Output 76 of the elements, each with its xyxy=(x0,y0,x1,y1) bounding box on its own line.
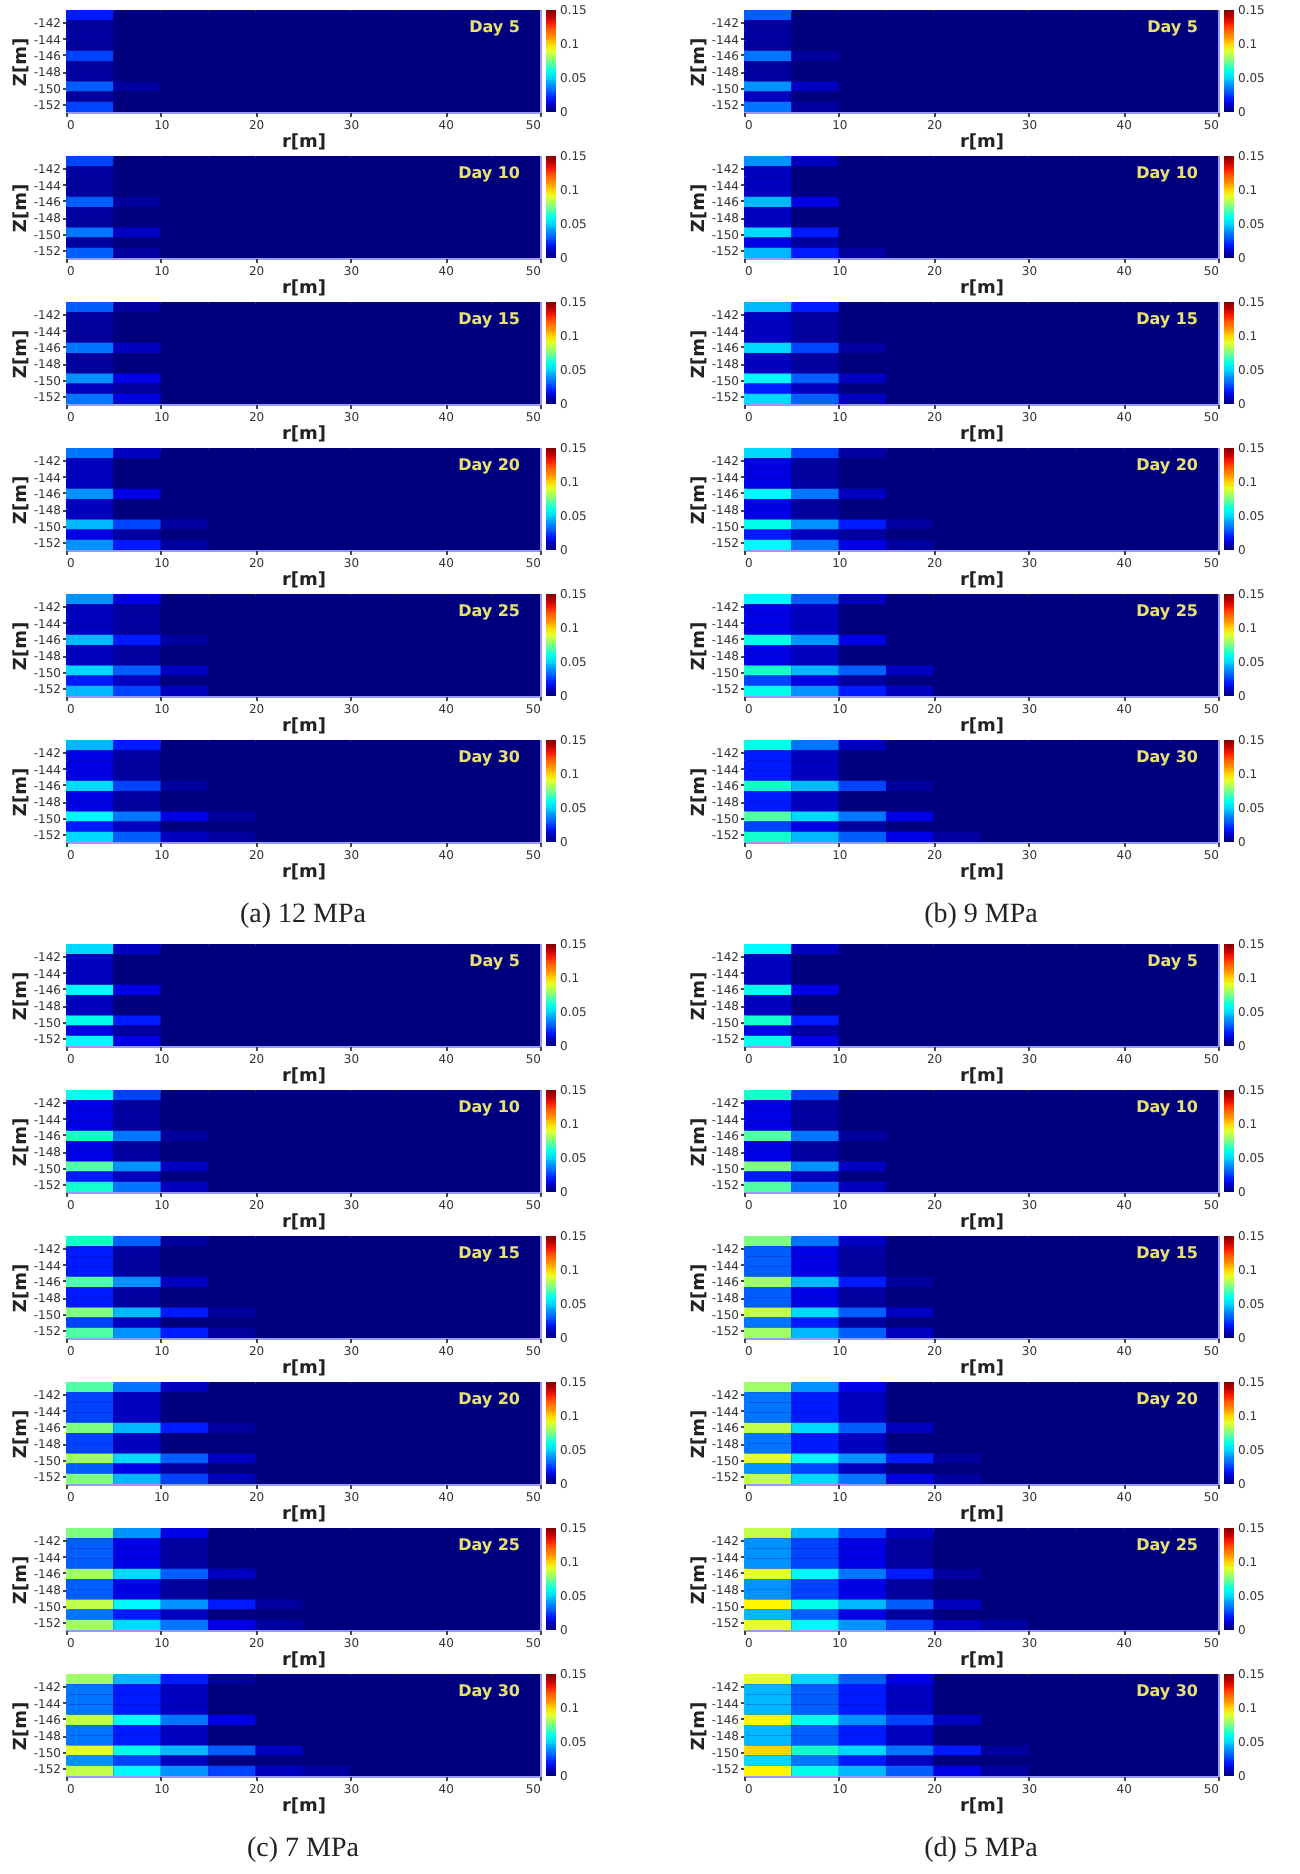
y-axis-title: Z[m] xyxy=(11,971,32,1021)
y-axis-title: Z[m] xyxy=(11,1701,32,1751)
text: Day 20 xyxy=(1136,456,1199,474)
y-axis-title: Z[m] xyxy=(689,971,710,1021)
text: Day 5 xyxy=(1147,18,1199,36)
y-axis-title: Z[m] xyxy=(689,329,710,379)
x-axis-title: r[m] xyxy=(281,1505,327,1525)
x-axis-title: r[m] xyxy=(281,279,327,299)
x-axis-title: r[m] xyxy=(959,571,1005,591)
x-axis-title: r[m] xyxy=(281,571,327,591)
text: Day 20 xyxy=(458,1390,521,1408)
y-axis-title: Z[m] xyxy=(689,767,710,817)
x-axis-title: r[m] xyxy=(959,863,1005,883)
x-axis-title: r[m] xyxy=(959,717,1005,737)
x-axis-title: r[m] xyxy=(281,863,327,883)
text: Day 25 xyxy=(1136,602,1199,620)
x-axis-title: r[m] xyxy=(281,133,327,153)
text: Day 10 xyxy=(1136,164,1199,182)
text: Day 25 xyxy=(458,1536,521,1554)
y-axis-title: Z[m] xyxy=(11,1555,32,1605)
text: Day 30 xyxy=(1136,1682,1199,1700)
text: (d) 5 MPa xyxy=(924,1834,1040,1864)
x-axis-title: r[m] xyxy=(959,425,1005,445)
text: (c) 7 MPa xyxy=(247,1834,361,1864)
y-axis-title: Z[m] xyxy=(689,475,710,525)
text: (b) 9 MPa xyxy=(924,900,1040,930)
x-axis-title: r[m] xyxy=(281,1213,327,1233)
text: Day 25 xyxy=(458,602,521,620)
text: Day 30 xyxy=(458,1682,521,1700)
x-axis-title: r[m] xyxy=(281,1651,327,1671)
text: Day 10 xyxy=(1136,1098,1199,1116)
text: Day 20 xyxy=(1136,1390,1199,1408)
x-axis-title: r[m] xyxy=(959,1067,1005,1087)
text: Day 15 xyxy=(458,310,521,328)
y-axis-title: Z[m] xyxy=(689,183,710,233)
x-axis-title: r[m] xyxy=(959,133,1005,153)
text: Day 25 xyxy=(1136,1536,1199,1554)
text: Day 30 xyxy=(458,748,521,766)
text: (a) 12 MPa xyxy=(240,900,368,930)
x-axis-title: r[m] xyxy=(959,1505,1005,1525)
y-axis-title: Z[m] xyxy=(11,767,32,817)
y-axis-title: Z[m] xyxy=(689,1701,710,1751)
x-axis-title: r[m] xyxy=(281,1359,327,1379)
x-axis-title: r[m] xyxy=(959,1797,1005,1817)
x-axis-title: r[m] xyxy=(959,279,1005,299)
text: Day 5 xyxy=(469,18,521,36)
y-axis-title: Z[m] xyxy=(11,621,32,671)
y-axis-title: Z[m] xyxy=(11,1263,32,1313)
text: Day 5 xyxy=(469,952,521,970)
text: Day 15 xyxy=(1136,310,1199,328)
y-axis-title: Z[m] xyxy=(11,1409,32,1459)
y-axis-title: Z[m] xyxy=(11,475,32,525)
x-axis-title: r[m] xyxy=(281,1797,327,1817)
text: Day 30 xyxy=(1136,748,1199,766)
y-axis-title: Z[m] xyxy=(11,1117,32,1167)
text: Day 15 xyxy=(458,1244,521,1262)
x-axis-title: r[m] xyxy=(959,1651,1005,1671)
text: Day 5 xyxy=(1147,952,1199,970)
y-axis-title: Z[m] xyxy=(689,37,710,87)
x-axis-title: r[m] xyxy=(281,1067,327,1087)
x-axis-title: r[m] xyxy=(281,425,327,445)
y-axis-title: Z[m] xyxy=(11,329,32,379)
y-axis-title: Z[m] xyxy=(11,183,32,233)
text: Day 20 xyxy=(458,456,521,474)
y-axis-title: Z[m] xyxy=(11,37,32,87)
text: Day 10 xyxy=(458,1098,521,1116)
y-axis-title: Z[m] xyxy=(689,1409,710,1459)
y-axis-title: Z[m] xyxy=(689,621,710,671)
text: Day 15 xyxy=(1136,1244,1199,1262)
y-axis-title: Z[m] xyxy=(689,1117,710,1167)
y-axis-title: Z[m] xyxy=(689,1555,710,1605)
x-axis-title: r[m] xyxy=(959,1359,1005,1379)
text: Day 10 xyxy=(458,164,521,182)
y-axis-title: Z[m] xyxy=(689,1263,710,1313)
x-axis-title: r[m] xyxy=(281,717,327,737)
x-axis-title: r[m] xyxy=(959,1213,1005,1233)
